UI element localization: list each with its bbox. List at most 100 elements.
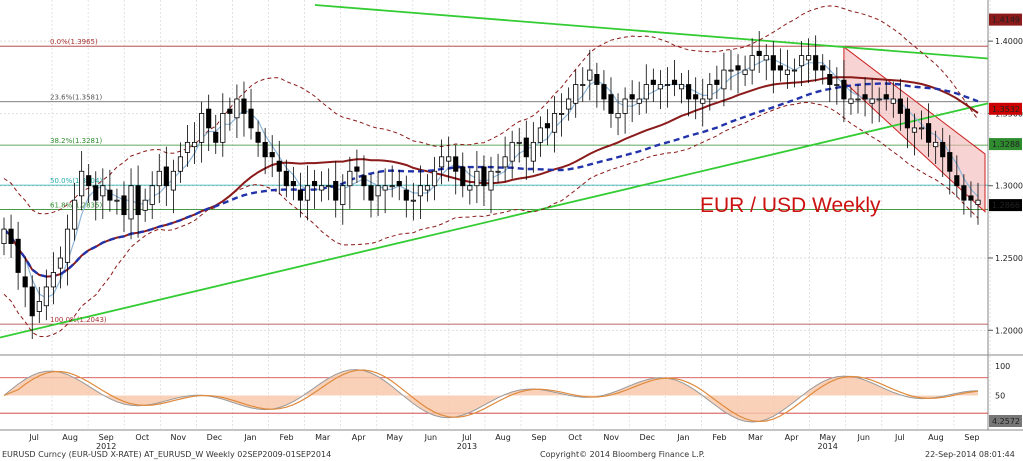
candle-body <box>700 98 706 104</box>
candle-body <box>22 276 28 288</box>
x-month-label-25: Aug <box>928 433 944 442</box>
candle-body <box>382 185 388 191</box>
candle-body <box>728 69 734 72</box>
candle-body <box>467 185 473 191</box>
candle-128 <box>904 97 910 149</box>
candle-108 <box>763 44 769 81</box>
candle-35 <box>248 88 254 140</box>
candle-body <box>629 94 635 100</box>
candle-body <box>396 180 402 187</box>
candle-body <box>671 79 678 85</box>
osc-tick-label-0: 100 <box>995 362 1010 371</box>
candle-body <box>777 65 783 71</box>
candle-30 <box>213 114 219 154</box>
candle-body <box>311 180 318 187</box>
candle-body <box>926 123 932 143</box>
candle-7 <box>50 252 56 305</box>
price-label-bg <box>989 199 1022 212</box>
candle-body <box>643 84 649 100</box>
candle-body <box>326 185 332 188</box>
candle-33 <box>234 84 240 139</box>
fib-label-1: 23.6%(1.3581) <box>50 94 102 102</box>
candle-78 <box>551 96 558 153</box>
candle-12 <box>86 164 92 204</box>
candle-135 <box>954 155 960 198</box>
candle-body <box>100 185 106 197</box>
candle-45 <box>319 171 325 202</box>
candle-body <box>537 127 543 143</box>
candle-73 <box>516 127 522 163</box>
candle-body <box>622 98 628 114</box>
candle-64 <box>453 145 459 195</box>
candle-body <box>333 180 339 201</box>
candle-129 <box>911 113 918 156</box>
candle-body <box>975 199 981 205</box>
candle-89 <box>629 80 635 123</box>
candle-body <box>502 156 508 168</box>
candle-body <box>156 170 162 187</box>
candle-125 <box>883 80 889 111</box>
candle-body <box>149 185 155 205</box>
candle-53 <box>375 171 381 217</box>
candle-39 <box>276 140 282 195</box>
candle-94 <box>664 67 671 108</box>
candle-body <box>453 156 459 172</box>
footer-right: 22-Sep-2014 08:01:44 <box>925 450 1015 459</box>
candle-105 <box>742 55 748 86</box>
candle-body <box>1 228 7 244</box>
x-month-label-24: Jul <box>894 433 905 442</box>
candle-body <box>481 166 487 187</box>
candle-130 <box>918 110 925 140</box>
candle-9 <box>64 214 71 286</box>
candle-81 <box>573 70 579 118</box>
candle-50 <box>354 149 360 183</box>
candle-body <box>608 94 614 114</box>
y-tick-label-3: 1.2500 <box>995 254 1023 263</box>
candle-body <box>827 74 833 85</box>
candle-137 <box>968 181 974 218</box>
price-label-text: 1.3532 <box>992 105 1020 114</box>
candle-body <box>93 185 99 201</box>
candle-body <box>431 170 438 187</box>
candle-body <box>883 94 889 100</box>
candle-body <box>714 79 720 85</box>
candle-20 <box>142 188 148 222</box>
candle-body <box>319 185 325 191</box>
x-month-label-4: Nov <box>171 433 187 442</box>
price-label-bg <box>989 13 1022 26</box>
candle-100 <box>707 72 713 111</box>
candle-body <box>495 170 501 173</box>
candle-body <box>594 74 600 85</box>
fib-label-3: 50.0%(1.3004) <box>50 177 102 185</box>
price-label-bg <box>989 102 1022 115</box>
candle-body <box>57 257 64 269</box>
candle-body <box>135 185 141 216</box>
candle-86 <box>608 77 614 128</box>
candle-body <box>947 152 953 172</box>
candle-91 <box>643 64 649 114</box>
candle-54 <box>382 168 388 214</box>
time-axis: Jul Aug Sep Oct Nov Dec Jan Feb Mar Apr May Jun Jul A… <box>28 433 979 451</box>
candle-body <box>86 175 92 187</box>
candle-body <box>410 199 416 202</box>
x-month-label-22: May <box>819 433 836 442</box>
candle-0 <box>1 217 7 256</box>
x-month-label-26: Sep <box>964 433 979 442</box>
candle-body <box>869 98 875 104</box>
candle-body <box>664 84 671 86</box>
candle-body <box>770 55 776 71</box>
candle-body <box>940 141 946 158</box>
candle-body <box>918 127 925 130</box>
candle-97 <box>686 70 692 117</box>
candle-body <box>601 84 607 100</box>
price-label-2: 1.3288 <box>989 138 1022 151</box>
candle-68 <box>481 155 487 206</box>
candle-body <box>813 55 819 71</box>
candle-body <box>375 185 381 197</box>
candle-109 <box>770 41 776 94</box>
x-month-label-17: Dec <box>640 433 655 442</box>
candlesticks <box>1 31 981 339</box>
x-month-label-14: Sep <box>532 433 547 442</box>
candle-body <box>693 94 699 100</box>
candle-134 <box>947 135 953 195</box>
